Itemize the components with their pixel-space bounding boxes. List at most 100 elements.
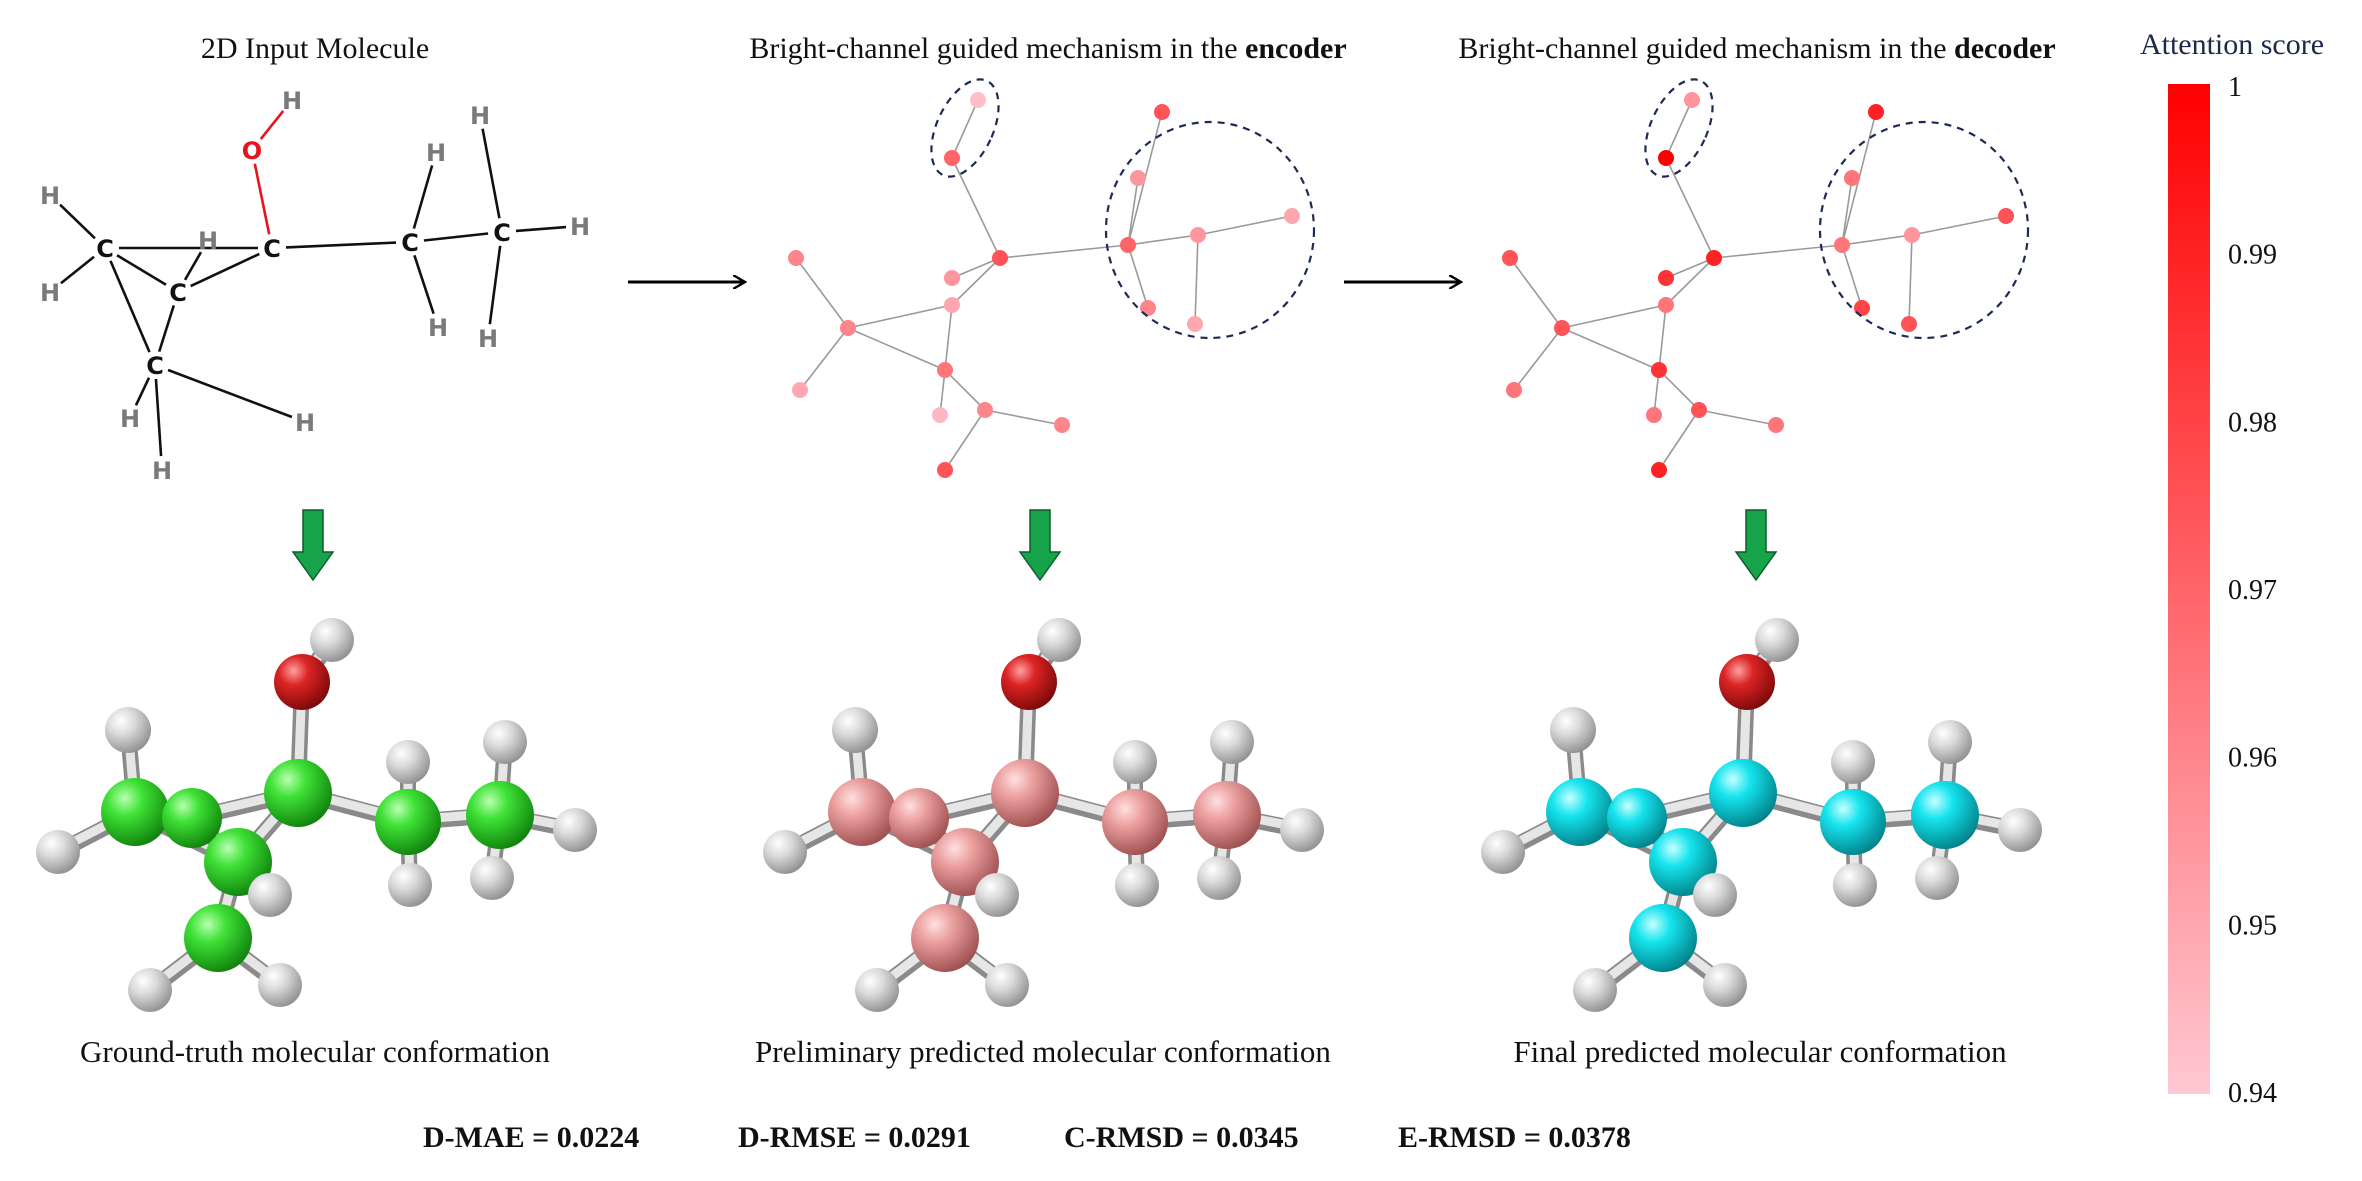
highlight-circle-large xyxy=(1818,120,2030,340)
down-arrow xyxy=(1018,509,1062,582)
skeletal-bond xyxy=(285,241,397,249)
metric-e-rmsd: E-RMSD = 0.0378 xyxy=(1398,1121,1631,1154)
skeletal-bond xyxy=(515,225,567,233)
attention-edge xyxy=(951,157,1001,259)
skeletal-atom-label: H xyxy=(426,139,446,167)
attention-node xyxy=(1651,362,1667,378)
attention-edge xyxy=(951,257,1001,279)
attention-edge xyxy=(951,257,1001,306)
carbon-atom xyxy=(184,904,252,972)
down-arrow xyxy=(291,509,335,582)
skeletal-atom-label: C xyxy=(493,219,511,247)
skeletal-atom-label: H xyxy=(40,279,60,307)
attention-node xyxy=(932,407,948,423)
skeletal-atom-label: C xyxy=(146,352,164,380)
hydrogen-atom xyxy=(855,968,899,1012)
decoder-title-prefix: Bright-channel guided mechanism in the xyxy=(1458,32,1954,65)
hydrogen-atom xyxy=(1755,618,1799,662)
colorbar-gradient xyxy=(2168,84,2210,1094)
attention-edge xyxy=(1197,215,1293,236)
attention-edge xyxy=(1658,409,1700,471)
hydrogen-atom xyxy=(553,808,597,852)
hydrogen-atom xyxy=(1573,968,1617,1012)
skeletal-bond xyxy=(116,254,167,286)
hydrogen-atom xyxy=(1481,830,1525,874)
attention-edge xyxy=(847,327,946,371)
attention-node xyxy=(1554,320,1570,336)
attention-node xyxy=(977,402,993,418)
colorbar-ticks: 1 0.99 0.98 0.97 0.96 0.95 0.94 xyxy=(2228,72,2277,1109)
colorbar-tick-label: 0.94 xyxy=(2228,1078,2277,1109)
carbon-atom xyxy=(101,778,169,846)
hydrogen-atom xyxy=(105,707,151,753)
attention-node xyxy=(944,270,960,286)
hydrogen-atom xyxy=(36,830,80,874)
decoder-title-bold: decoder xyxy=(1954,32,2056,65)
skeletal-bond xyxy=(183,251,203,281)
skeletal-atom-label: H xyxy=(428,314,448,342)
attention-edge xyxy=(1665,257,1715,279)
skeletal-bond xyxy=(413,254,435,315)
skeletal-bond xyxy=(253,163,271,235)
attention-edge xyxy=(1194,234,1199,325)
decoder-attention-graph xyxy=(1502,78,2030,478)
encoder-attention-graph xyxy=(788,78,1316,478)
hydrogen-atom xyxy=(985,963,1029,1007)
metric-d-mae: D-MAE = 0.0224 xyxy=(423,1121,639,1154)
ground-truth-conformation xyxy=(36,618,597,1012)
attention-node xyxy=(1684,92,1700,108)
attention-node xyxy=(788,250,804,266)
carbon-atom xyxy=(828,778,896,846)
caption-ground-truth: Ground-truth molecular conformation xyxy=(80,1034,551,1069)
skeletal-atom-label: H xyxy=(120,405,140,433)
hydrogen-atom xyxy=(388,863,432,907)
carbon-atom xyxy=(1820,789,1886,855)
attention-node xyxy=(1506,382,1522,398)
attention-edge xyxy=(847,304,953,329)
carbon-atom xyxy=(375,789,441,855)
attention-node xyxy=(1658,270,1674,286)
attention-node xyxy=(1706,250,1722,266)
attention-node xyxy=(1646,407,1662,423)
carbon-atom xyxy=(1546,778,1614,846)
skeletal-bond xyxy=(154,378,163,457)
caption-final: Final predicted molecular conformation xyxy=(1513,1034,2007,1069)
down-arrow xyxy=(1734,509,1778,582)
hydrogen-atom xyxy=(310,618,354,662)
attention-node xyxy=(1834,237,1850,253)
skeletal-atom-label: H xyxy=(478,325,498,353)
skeletal-bond xyxy=(167,368,293,419)
attention-edge xyxy=(1908,234,1913,325)
attention-edge xyxy=(1509,257,1563,329)
preliminary-conformation xyxy=(763,618,1324,1012)
attention-edge xyxy=(1658,369,1700,411)
attention-node xyxy=(1844,170,1860,186)
attention-edge xyxy=(1127,177,1139,246)
attention-edge xyxy=(1841,177,1853,246)
skeletal-atom-label: C xyxy=(169,279,187,307)
carbon-atom xyxy=(264,759,332,827)
hydrogen-atom xyxy=(386,740,430,784)
skeletal-atom-label: H xyxy=(40,182,60,210)
carbon-atom xyxy=(1102,789,1168,855)
skeletal-bond xyxy=(423,232,489,242)
skeletal-atom-label: H xyxy=(570,213,590,241)
attention-edge xyxy=(999,244,1129,259)
oxygen-atom xyxy=(274,654,330,710)
encoder-title-bold: encoder xyxy=(1245,32,1347,65)
attention-edge xyxy=(944,369,986,411)
attention-edge xyxy=(944,409,986,471)
attention-edge xyxy=(1127,234,1199,246)
attention-node xyxy=(1658,150,1674,166)
down-arrows xyxy=(291,509,1778,582)
colorbar-tick-label: 0.95 xyxy=(2228,910,2277,941)
skeletal-atom-label: H xyxy=(152,457,172,485)
skeletal-atom-label: O xyxy=(242,137,262,165)
skeletal-atom-label: C xyxy=(96,235,114,263)
attention-edge xyxy=(1665,157,1715,259)
attention-node xyxy=(1130,170,1146,186)
attention-node xyxy=(944,150,960,166)
attention-edge xyxy=(1665,99,1693,159)
attention-node xyxy=(992,250,1008,266)
